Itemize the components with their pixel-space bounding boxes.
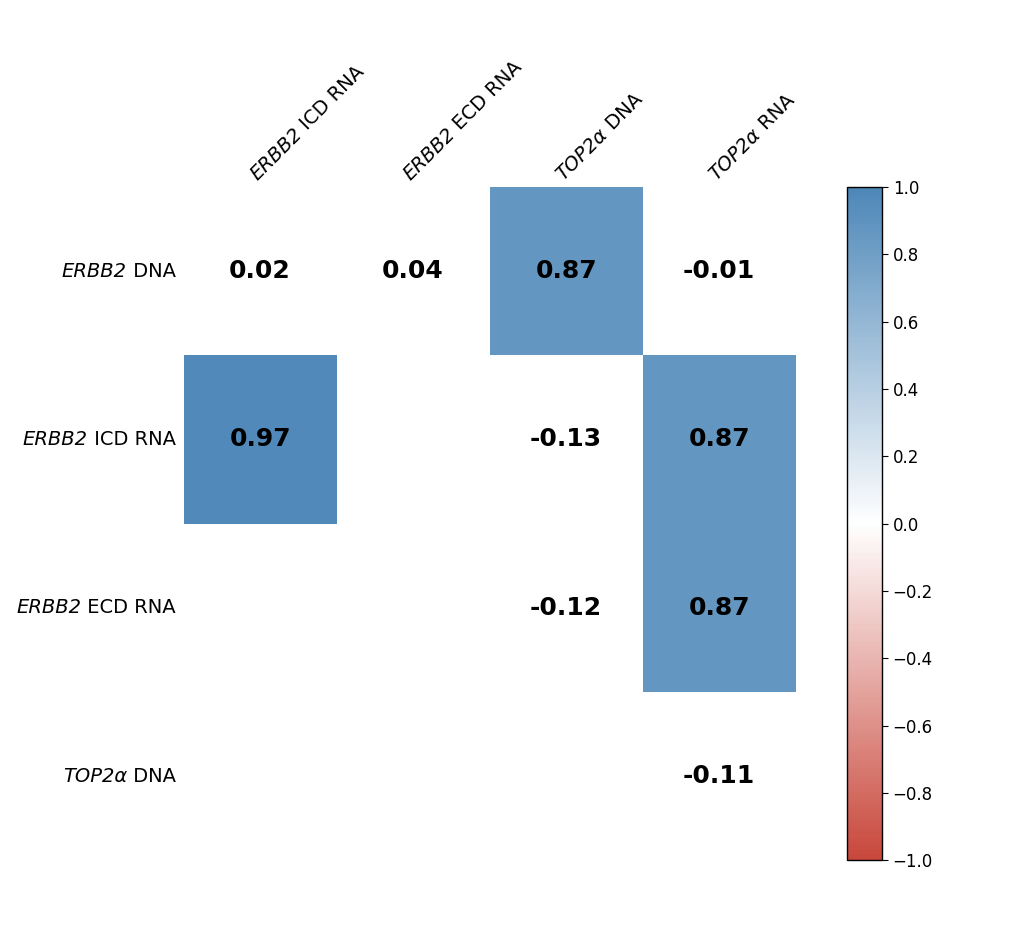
Text: TOP2α: TOP2α [552, 124, 611, 183]
Text: -0.01: -0.01 [683, 259, 754, 283]
Text: 0.04: 0.04 [382, 259, 443, 283]
Text: TOP2α: TOP2α [705, 124, 764, 183]
Text: 0.97: 0.97 [229, 427, 290, 452]
Text: DNA: DNA [597, 90, 646, 138]
Bar [183, 355, 336, 524]
Bar [642, 355, 795, 524]
Bar [489, 187, 642, 355]
Text: 0.02: 0.02 [229, 259, 290, 283]
Text: DNA: DNA [126, 262, 175, 280]
Text: DNA: DNA [126, 767, 175, 785]
Text: ICD RNA: ICD RNA [292, 62, 368, 137]
Text: TOP2α: TOP2α [62, 767, 126, 785]
Text: -0.12: -0.12 [530, 596, 601, 620]
Text: 0.87: 0.87 [688, 596, 749, 620]
Text: ERBB2: ERBB2 [62, 262, 126, 280]
Text: -0.13: -0.13 [530, 427, 601, 452]
Text: ERBB2: ERBB2 [399, 124, 459, 183]
Text: ICD RNA: ICD RNA [88, 430, 175, 449]
Text: ERBB2: ERBB2 [16, 598, 82, 617]
Text: ECD RNA: ECD RNA [82, 598, 176, 617]
Text: RNA: RNA [750, 91, 798, 138]
Text: -0.11: -0.11 [683, 764, 754, 788]
Text: 0.87: 0.87 [535, 259, 596, 283]
Text: ECD RNA: ECD RNA [445, 57, 526, 137]
Text: 0.87: 0.87 [688, 427, 749, 452]
Bar [642, 524, 795, 692]
Text: ERBB2: ERBB2 [22, 430, 88, 449]
Text: ERBB2: ERBB2 [247, 124, 306, 183]
